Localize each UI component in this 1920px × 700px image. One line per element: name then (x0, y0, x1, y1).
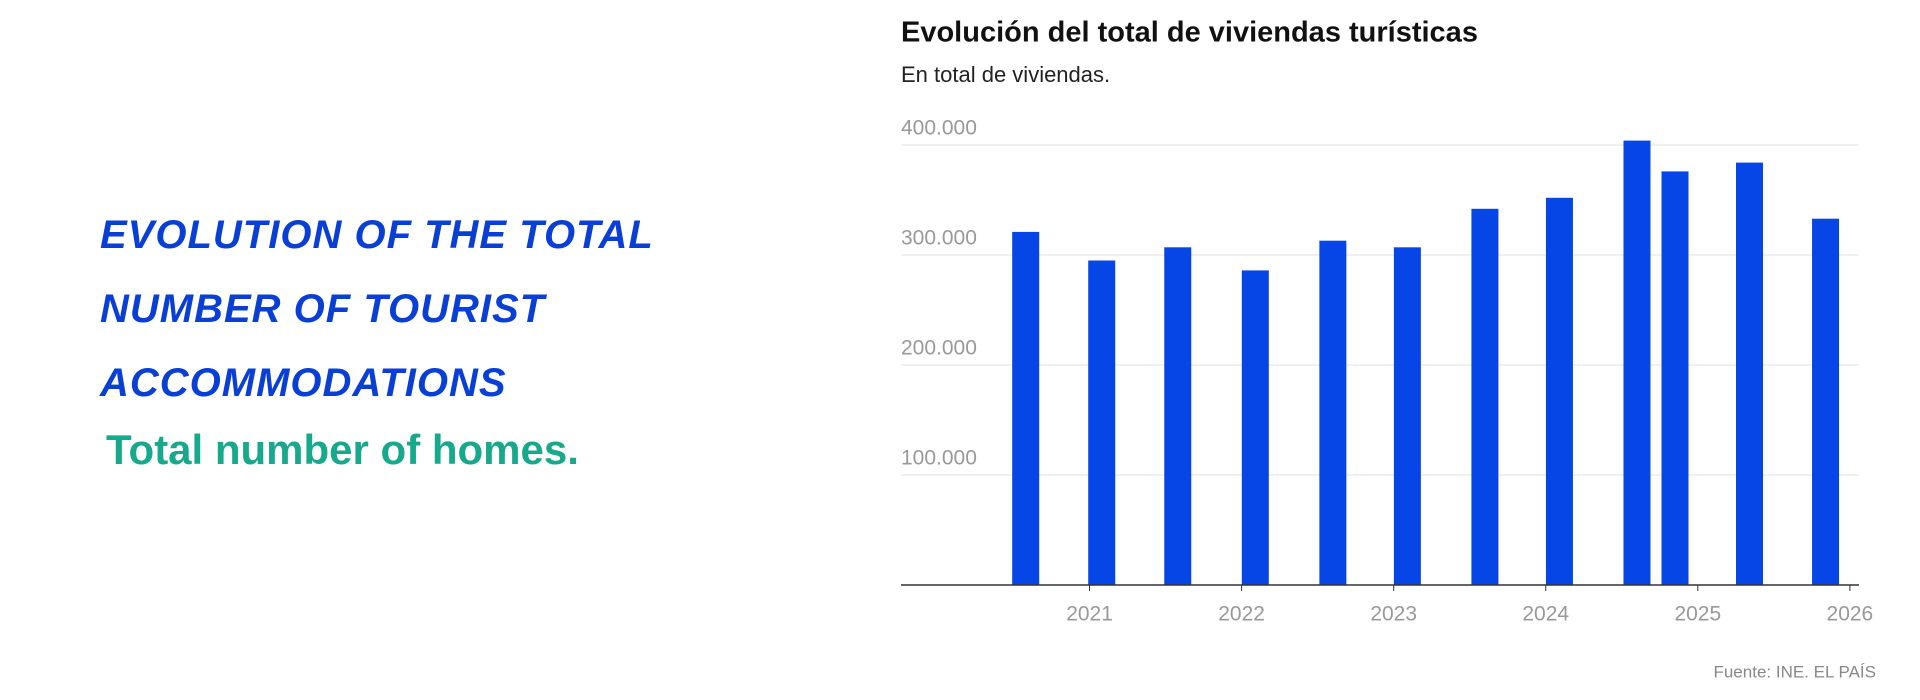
bar (1623, 140, 1651, 585)
chart-title: Evolución del total de viviendas turísti… (901, 17, 1478, 49)
y-tick-label: 200.000 (901, 337, 977, 360)
y-tick-label: 100.000 (901, 447, 977, 470)
bar (1736, 162, 1764, 585)
x-tick-label: 2025 (1674, 603, 1721, 626)
page-title: EVOLUTION OF THE TOTAL NUMBER OF TOURIST… (100, 213, 654, 405)
bar (1471, 208, 1499, 586)
bar (1164, 247, 1192, 586)
page-subtitle: Total number of homes. (106, 426, 579, 473)
chart-subtitle: En total de viviendas. (901, 62, 1110, 87)
y-tick-label: 400.000 (901, 117, 977, 140)
source: Fuente: INE. EL PAÍS (1713, 662, 1876, 681)
x-tick-label: 2026 (1827, 603, 1874, 626)
x-tick-label: 2021 (1066, 603, 1113, 626)
bar (1393, 247, 1421, 586)
x-tick-label: 2022 (1218, 603, 1265, 626)
bar (1661, 171, 1689, 585)
bar (1812, 218, 1840, 585)
bar (1545, 197, 1573, 586)
y-tick-label: 300.000 (901, 227, 977, 250)
x-tick-label: 2024 (1522, 603, 1569, 626)
x-tick-label: 2023 (1370, 603, 1417, 626)
bar (1319, 240, 1347, 585)
bar (1241, 270, 1269, 585)
bar (1088, 260, 1116, 585)
bar (1012, 231, 1040, 585)
